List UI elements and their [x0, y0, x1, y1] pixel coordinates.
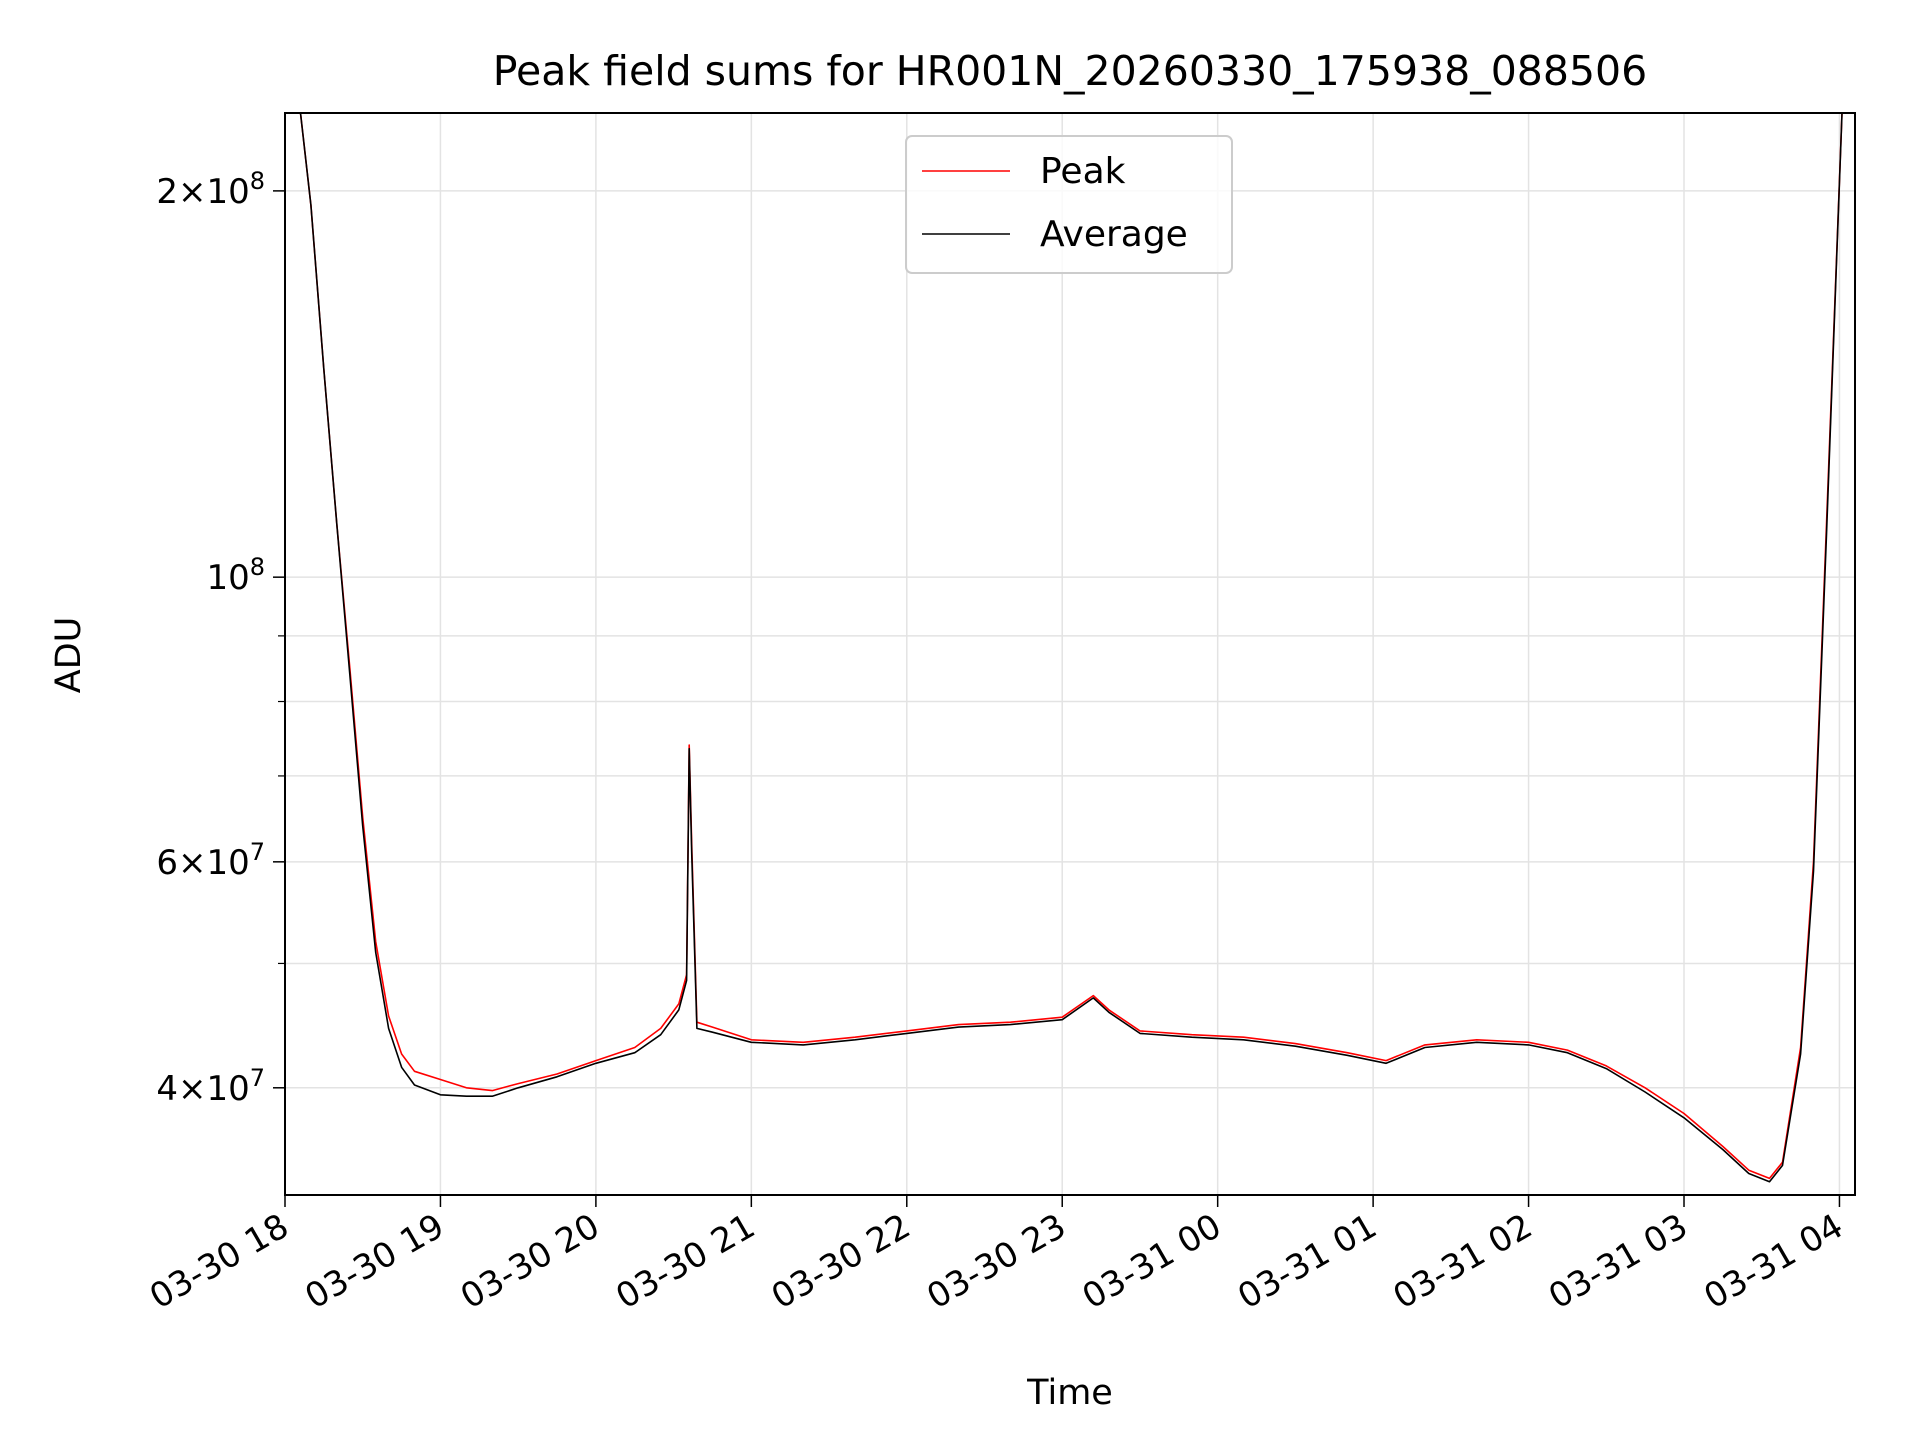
y-axis: 4×107 6×107 108 2×108: [156, 167, 285, 1109]
legend-label-average: Average: [1040, 214, 1188, 255]
series-line-peak: [299, 113, 1843, 1180]
grid: [284, 113, 1855, 1195]
series-layer: [299, 113, 1843, 1183]
y-tick-label: 6×107: [156, 838, 265, 883]
y-tick-label: 2×108: [156, 167, 265, 212]
y-tick-label: 108: [206, 553, 265, 598]
plot-frame: [284, 112, 1856, 1196]
legend-label-peak: Peak: [1040, 151, 1126, 192]
series-line-average: [299, 113, 1843, 1183]
legend: Peak Average: [905, 135, 1233, 274]
y-tick-label: 4×107: [156, 1064, 265, 1109]
y-axis-label: ADU: [49, 617, 89, 694]
x-axis-label: Time: [1026, 1373, 1113, 1413]
chart-title: Peak field sums for HR001N_20260330_1759…: [493, 47, 1647, 95]
